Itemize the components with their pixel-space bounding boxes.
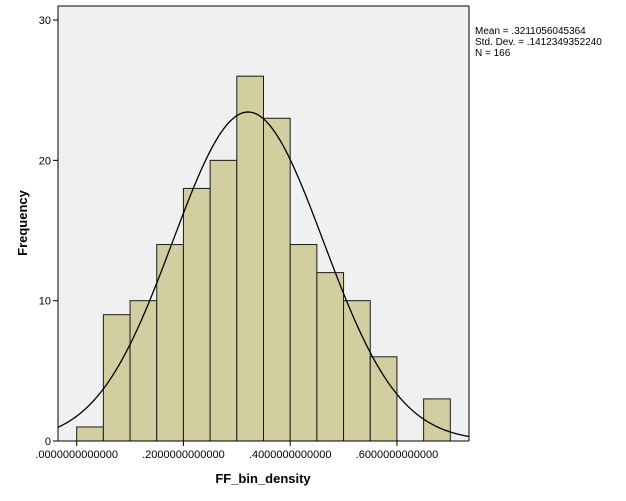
histogram-bar-10 (343, 300, 371, 442)
x-tick-label: .0000000000000 (35, 449, 118, 461)
histogram-bar-9 (316, 272, 345, 442)
histogram-bars (76, 75, 451, 442)
histogram-bar-4 (182, 187, 211, 442)
y-axis-title: Frequency (15, 189, 30, 256)
y-axis-ticks: 0 10 20 30 (39, 15, 58, 448)
x-axis-ticks: .0000000000000 .2000000000000 .40000000000… (35, 441, 438, 461)
x-tick-label: .4000000000000 (249, 449, 332, 461)
histogram-bar-11 (369, 356, 398, 442)
histogram-bar-8 (289, 244, 318, 442)
x-tick-label: .2000000000000 (142, 449, 225, 461)
y-tick-label: 10 (39, 296, 51, 308)
x-axis-title: FF_bin_density (215, 471, 311, 486)
summary-statistics: Mean = .3211056045364 Std. Dev. = .14123… (475, 26, 602, 59)
y-tick-label: 30 (39, 15, 51, 27)
y-tick-label: 0 (45, 436, 51, 448)
histogram-bar-6 (236, 75, 265, 442)
stats-n: N = 166 (475, 48, 511, 59)
histogram-bar-2 (129, 300, 158, 442)
y-tick-label: 20 (39, 155, 51, 167)
stats-std-dev: Std. Dev. = .1412349352240 (475, 37, 602, 48)
normal-curve (57, 111, 470, 438)
histogram-bar-5 (209, 159, 238, 442)
histogram-bar-7 (263, 117, 291, 442)
axes (57, 5, 470, 442)
histogram-bar-1 (102, 314, 131, 442)
histogram-bar-12 (423, 398, 451, 442)
x-tick-label: .6000000000000 (356, 449, 439, 461)
stats-mean: Mean = .3211056045364 (475, 26, 586, 37)
histogram-bar-0 (76, 426, 104, 442)
